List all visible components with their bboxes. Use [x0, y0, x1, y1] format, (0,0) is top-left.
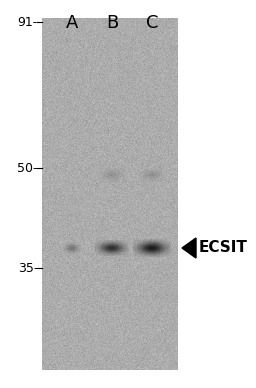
- Text: 91-: 91-: [18, 16, 38, 28]
- Text: A: A: [66, 14, 78, 32]
- Text: B: B: [106, 14, 118, 32]
- Polygon shape: [182, 238, 196, 258]
- Text: C: C: [146, 14, 158, 32]
- Text: 50-: 50-: [17, 161, 38, 175]
- Text: 35-: 35-: [18, 262, 38, 274]
- Text: ECSIT: ECSIT: [199, 241, 248, 256]
